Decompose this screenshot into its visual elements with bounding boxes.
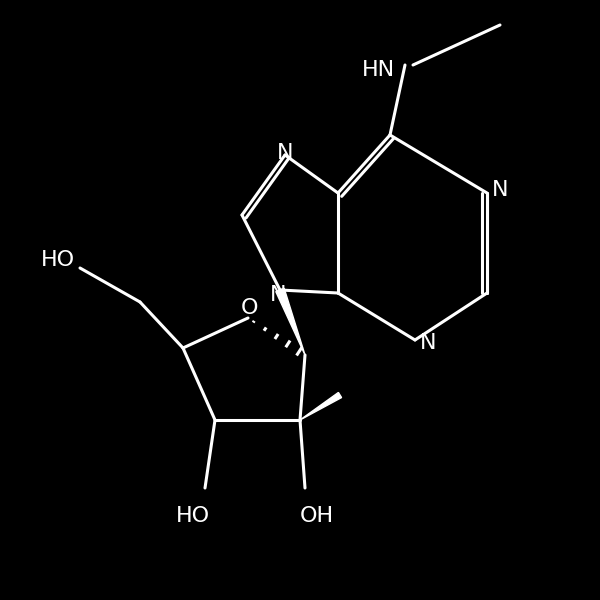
Polygon shape [276,289,305,355]
Text: HO: HO [176,506,210,526]
Text: N: N [420,333,437,353]
Polygon shape [300,392,341,420]
Text: HN: HN [362,60,395,80]
Text: N: N [492,180,509,200]
Text: N: N [277,143,293,163]
Text: O: O [241,298,259,318]
Text: HO: HO [41,250,75,270]
Text: OH: OH [300,506,334,526]
Text: N: N [270,285,286,305]
